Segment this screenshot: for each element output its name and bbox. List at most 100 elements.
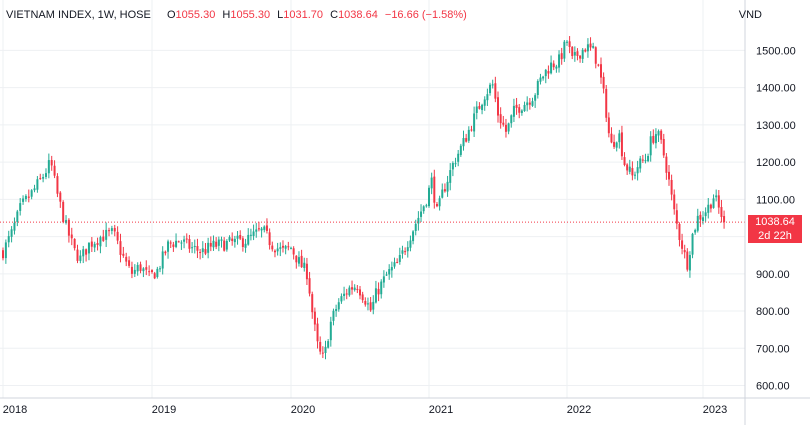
grid-lines	[0, 0, 745, 398]
candle-body	[534, 95, 537, 101]
candle-body	[231, 238, 234, 241]
candle-body	[159, 268, 162, 270]
candle-body	[470, 129, 473, 131]
candle-body	[390, 267, 393, 271]
candle-body	[377, 288, 380, 295]
currency-unit: VND	[738, 9, 762, 21]
candle-body	[454, 163, 457, 165]
candle-body	[82, 249, 85, 257]
candle-body	[704, 212, 707, 217]
candle-body	[579, 55, 582, 59]
candle-body	[273, 250, 276, 253]
candle-body	[670, 179, 673, 195]
candle-body	[681, 240, 684, 249]
candle-body	[265, 225, 268, 231]
candle-body	[70, 234, 73, 239]
candle-body	[526, 102, 529, 106]
candle-body	[504, 124, 507, 132]
candle-body	[105, 229, 108, 240]
candle-body	[249, 234, 252, 236]
candle-body	[62, 201, 65, 223]
candle-body	[292, 248, 295, 255]
candle-body	[675, 210, 678, 224]
candle-body	[636, 167, 639, 174]
candle-body	[2, 250, 4, 259]
candle-body	[76, 249, 79, 261]
candle-body	[148, 271, 151, 273]
close-value: 1038.64	[338, 9, 378, 21]
y-tick-label: 900.00	[756, 269, 790, 281]
candle-body	[502, 122, 505, 125]
y-tick-label: 1100.00	[756, 194, 795, 206]
candle-body	[59, 192, 62, 202]
candle-body	[142, 268, 145, 272]
candle-body	[430, 177, 433, 189]
y-tick-label: 1400.00	[756, 83, 796, 95]
candle-body	[7, 236, 10, 243]
low-value: 1031.70	[283, 9, 324, 21]
candle-body	[99, 237, 102, 247]
candle-body	[364, 300, 367, 305]
candle-body	[196, 246, 199, 251]
candle-body	[401, 250, 404, 254]
candle-body	[374, 288, 377, 303]
candle-body	[212, 240, 215, 248]
candle-body	[459, 145, 462, 155]
candle-body	[404, 251, 407, 253]
candle-body	[110, 228, 113, 231]
candle-body	[90, 241, 93, 247]
candle-body	[361, 294, 364, 301]
candle-body	[528, 102, 531, 105]
candle-body	[252, 231, 255, 236]
candle-body	[512, 105, 515, 117]
candle-body	[481, 104, 484, 111]
candle-body	[462, 137, 465, 147]
x-tick-label: 2022	[567, 404, 591, 416]
candle-body	[284, 246, 287, 249]
candle-body	[119, 241, 122, 255]
candle-body	[422, 206, 425, 212]
candlestick-series	[2, 36, 726, 360]
candle-body	[53, 165, 56, 176]
candle-body	[589, 43, 592, 48]
candle-body	[644, 160, 647, 162]
candle-body	[295, 255, 298, 263]
candle-body	[56, 176, 59, 194]
candle-body	[108, 230, 111, 232]
candle-body	[544, 69, 547, 77]
bar-countdown: 2d 22h	[758, 230, 792, 243]
candle-body	[592, 46, 595, 48]
candle-body	[555, 66, 558, 69]
candle-body	[96, 243, 99, 245]
candle-body	[475, 106, 478, 113]
candle-body	[715, 195, 718, 198]
candle-body	[164, 251, 167, 254]
candle-body	[478, 106, 481, 109]
candle-body	[523, 104, 526, 112]
candle-body	[665, 156, 668, 173]
candle-body	[396, 261, 399, 263]
candle-body	[311, 294, 314, 313]
candle-body	[300, 255, 303, 268]
candle-body	[50, 160, 53, 166]
candle-body	[420, 211, 423, 217]
y-tick-label: 800.00	[756, 306, 790, 318]
candle-body	[13, 222, 16, 231]
candle-body	[276, 248, 279, 252]
candle-body	[201, 248, 204, 253]
candle-body	[10, 229, 13, 237]
candle-body	[356, 288, 359, 290]
candle-body	[443, 189, 446, 192]
y-tick-label: 1500.00	[756, 45, 796, 57]
candle-body	[654, 134, 657, 144]
candle-body	[615, 142, 618, 148]
candle-body	[308, 278, 311, 294]
candle-body	[723, 216, 726, 223]
open-value: 1055.30	[175, 9, 216, 21]
candle-body	[465, 138, 468, 142]
symbol-title: VIETNAM INDEX, 1W, HOSE	[6, 9, 151, 21]
candle-body	[209, 243, 212, 247]
candle-body	[628, 166, 631, 172]
y-tick-label: 1300.00	[756, 120, 796, 132]
